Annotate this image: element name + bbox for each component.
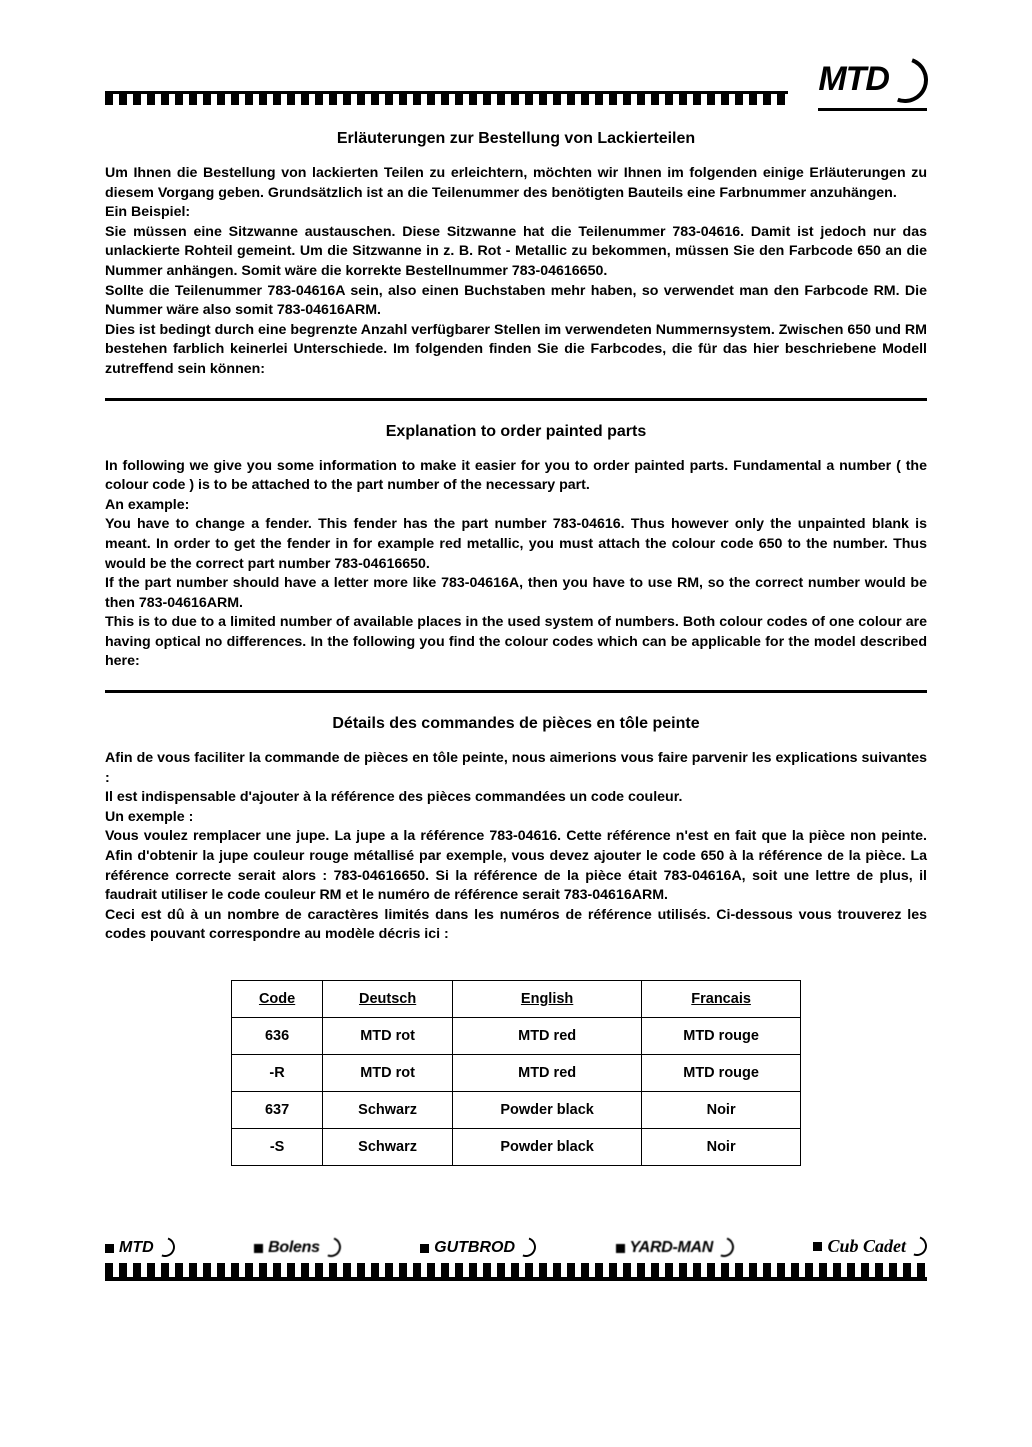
swoosh-icon bbox=[909, 1239, 927, 1255]
table-cell: Schwarz bbox=[323, 1129, 453, 1166]
table-cell: 636 bbox=[232, 1018, 323, 1055]
en-p3: You have to change a fender. This fender… bbox=[105, 515, 927, 574]
footer-brand: Bolens bbox=[254, 1239, 341, 1257]
logo-swoosh-icon bbox=[887, 65, 927, 95]
table-cell: MTD rot bbox=[323, 1055, 453, 1092]
footer-divider-bar bbox=[105, 1259, 927, 1281]
fr-p3: Un exemple : bbox=[105, 808, 927, 828]
table-cell: Noir bbox=[642, 1129, 801, 1166]
th-de: Deutsch bbox=[323, 981, 453, 1018]
footer-brand-row: MTD Bolens GUTBROD YARD-MAN Cub Cadet bbox=[105, 1236, 927, 1257]
fr-p5: Ceci est dû à un nombre de caractères li… bbox=[105, 906, 927, 945]
table-cell: Powder black bbox=[453, 1129, 642, 1166]
footer-brand: GUTBROD bbox=[420, 1239, 536, 1257]
table-cell: -R bbox=[232, 1055, 323, 1092]
table-cell: MTD red bbox=[453, 1018, 642, 1055]
de-p4: Sollte die Teilenummer 783-04616A sein, … bbox=[105, 282, 927, 321]
de-p3: Sie müssen eine Sitzwanne austauschen. D… bbox=[105, 223, 927, 282]
title-en: Explanation to order painted parts bbox=[105, 423, 927, 441]
table-cell: Noir bbox=[642, 1092, 801, 1129]
de-p2: Ein Beispiel: bbox=[105, 203, 927, 223]
table-header-row: Code Deutsch English Francais bbox=[232, 981, 801, 1018]
footer: MTD Bolens GUTBROD YARD-MAN Cub Cadet bbox=[105, 1236, 927, 1281]
header: MTD bbox=[105, 60, 927, 105]
table-body: 636MTD rotMTD redMTD rouge-RMTD rotMTD r… bbox=[232, 1018, 801, 1166]
brand-logo: MTD bbox=[818, 60, 927, 105]
table-cell: MTD rouge bbox=[642, 1018, 801, 1055]
footer-brand: Cub Cadet bbox=[813, 1236, 927, 1257]
table-row: 636MTD rotMTD redMTD rouge bbox=[232, 1018, 801, 1055]
de-p5: Dies ist bedingt durch eine begrenzte An… bbox=[105, 321, 927, 380]
table-cell: 637 bbox=[232, 1092, 323, 1129]
de-p1: Um Ihnen die Bestellung von lackierten T… bbox=[105, 164, 927, 203]
table-row: -SSchwarzPowder blackNoir bbox=[232, 1129, 801, 1166]
title-fr: Détails des commandes de pièces en tôle … bbox=[105, 715, 927, 733]
logo-text: MTD bbox=[818, 60, 889, 99]
table-cell: -S bbox=[232, 1129, 323, 1166]
header-divider-bar bbox=[105, 91, 788, 105]
table-row: 637SchwarzPowder blackNoir bbox=[232, 1092, 801, 1129]
fr-p1: Afin de vous faciliter la commande de pi… bbox=[105, 749, 927, 788]
fr-p4: Vous voulez remplacer une jupe. La jupe … bbox=[105, 827, 927, 905]
title-de: Erläuterungen zur Bestellung von Lackier… bbox=[105, 130, 927, 148]
en-p4: If the part number should have a letter … bbox=[105, 574, 927, 613]
en-p2: An example: bbox=[105, 496, 927, 516]
footer-brand: YARD-MAN bbox=[616, 1239, 735, 1257]
swoosh-icon bbox=[323, 1240, 341, 1256]
table-row: -RMTD rotMTD redMTD rouge bbox=[232, 1055, 801, 1092]
swoosh-icon bbox=[157, 1240, 175, 1256]
footer-brand: MTD bbox=[105, 1239, 175, 1257]
table-cell: MTD red bbox=[453, 1055, 642, 1092]
table-cell: MTD rot bbox=[323, 1018, 453, 1055]
th-en: English bbox=[453, 981, 642, 1018]
th-code: Code bbox=[232, 981, 323, 1018]
divider bbox=[105, 690, 927, 693]
th-fr: Francais bbox=[642, 981, 801, 1018]
en-p5: This is to due to a limited number of av… bbox=[105, 613, 927, 672]
swoosh-icon bbox=[716, 1240, 734, 1256]
color-code-table: Code Deutsch English Francais 636MTD rot… bbox=[231, 980, 801, 1166]
en-p1: In following we give you some informatio… bbox=[105, 457, 927, 496]
fr-p2: Il est indispensable d'ajouter à la réfé… bbox=[105, 788, 927, 808]
divider bbox=[105, 398, 927, 401]
table-cell: Schwarz bbox=[323, 1092, 453, 1129]
table-cell: MTD rouge bbox=[642, 1055, 801, 1092]
swoosh-icon bbox=[518, 1240, 536, 1256]
table-cell: Powder black bbox=[453, 1092, 642, 1129]
